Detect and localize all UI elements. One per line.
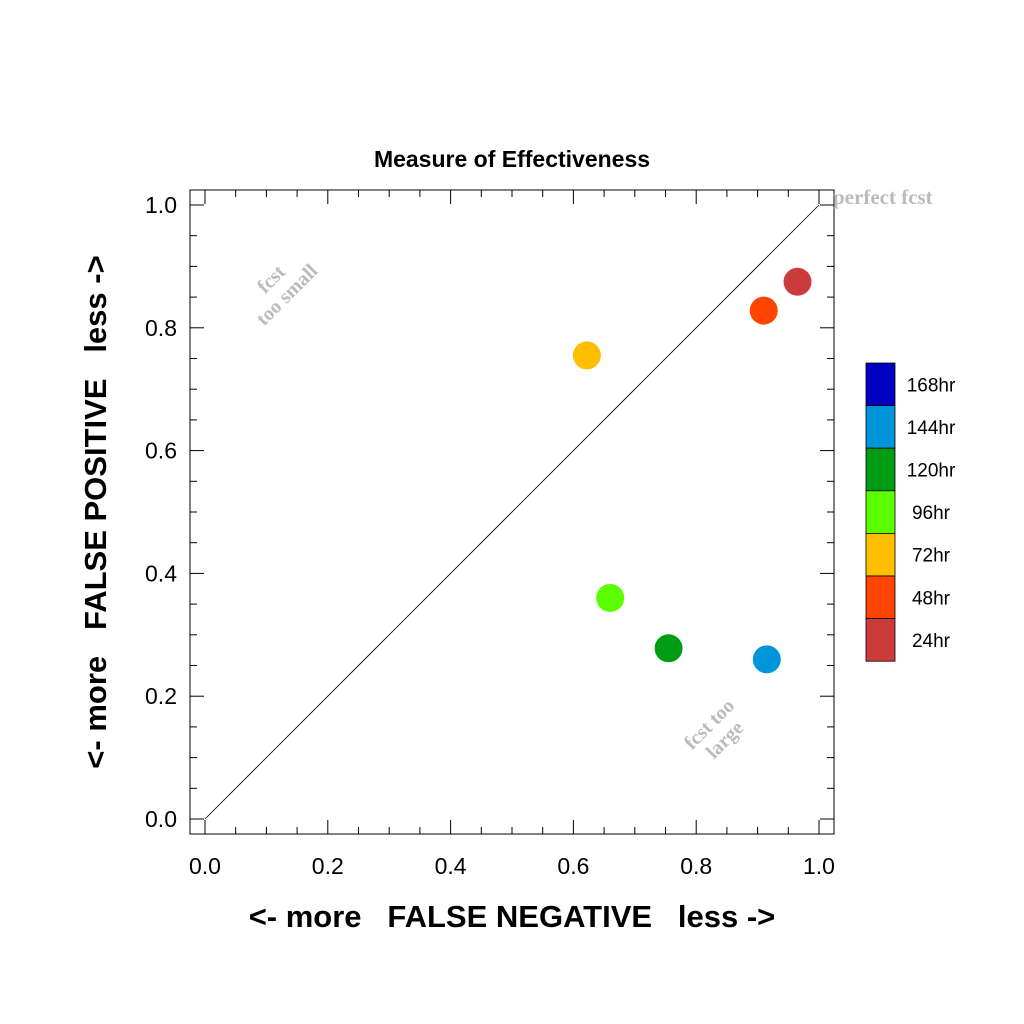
legend-label-96hr: 96hr — [912, 503, 951, 524]
perfect-forecast-diagonal — [204, 204, 820, 820]
x-tick-label: 0.2 — [312, 853, 344, 879]
legend-swatch-24hr — [865, 618, 896, 662]
data-point-48hr — [749, 296, 778, 325]
data-point-120hr — [654, 634, 683, 663]
data-point-24hr — [783, 267, 812, 296]
y-tick-label: 0.2 — [145, 683, 177, 709]
y-tick-label: 0.0 — [145, 806, 177, 832]
y-tick-label: 0.4 — [145, 560, 177, 586]
annotation-perfect-fcst: perfect fcst — [833, 185, 933, 209]
y-tick-labels: 0.0 0.2 0.4 0.6 0.8 1.0 — [145, 192, 177, 832]
data-point-96hr — [596, 583, 625, 612]
legend-label-120hr: 120hr — [907, 461, 956, 482]
legend-swatch-72hr — [865, 533, 896, 577]
minor-ticks — [190, 190, 834, 834]
legend-label-48hr: 48hr — [912, 588, 951, 609]
data-points — [572, 267, 812, 674]
y-tick-label: 0.6 — [145, 438, 177, 464]
legend-swatch-120hr — [865, 447, 896, 492]
legend-swatch-144hr — [865, 405, 896, 449]
x-tick-label: 0.4 — [435, 853, 467, 879]
legend-swatch-96hr — [865, 490, 896, 534]
annotation-too-small-line2: too small — [252, 260, 322, 330]
legend-label-144hr: 144hr — [907, 418, 956, 439]
y-axis-label: <- more FALSE POSITIVE less -> — [78, 255, 113, 768]
y-tick-label: 1.0 — [145, 192, 177, 218]
legend-swatch-168hr — [865, 362, 896, 406]
legend-swatch-48hr — [865, 575, 896, 619]
legend: 168hr 144hr 120hr 96hr 72hr 48hr 24hr — [865, 362, 956, 662]
x-tick-label: 1.0 — [803, 853, 835, 879]
chart-title: Measure of Effectiveness — [374, 146, 650, 172]
x-tick-label: 0.8 — [680, 853, 712, 879]
annotation-too-large: fcst too large — [680, 695, 748, 763]
data-point-72hr — [572, 341, 601, 370]
y-tick-label: 0.8 — [145, 315, 177, 341]
major-ticks — [190, 190, 834, 834]
data-point-144hr — [752, 645, 781, 674]
annotation-too-small: fcst too small — [252, 260, 322, 330]
x-tick-labels: 0.0 0.2 0.4 0.6 0.8 1.0 — [189, 853, 835, 879]
legend-label-72hr: 72hr — [912, 546, 951, 567]
x-tick-label: 0.0 — [189, 853, 221, 879]
legend-label-168hr: 168hr — [907, 375, 956, 396]
x-axis-label: <- more FALSE NEGATIVE less -> — [249, 899, 776, 934]
legend-label-24hr: 24hr — [912, 631, 951, 652]
x-tick-label: 0.6 — [557, 853, 589, 879]
